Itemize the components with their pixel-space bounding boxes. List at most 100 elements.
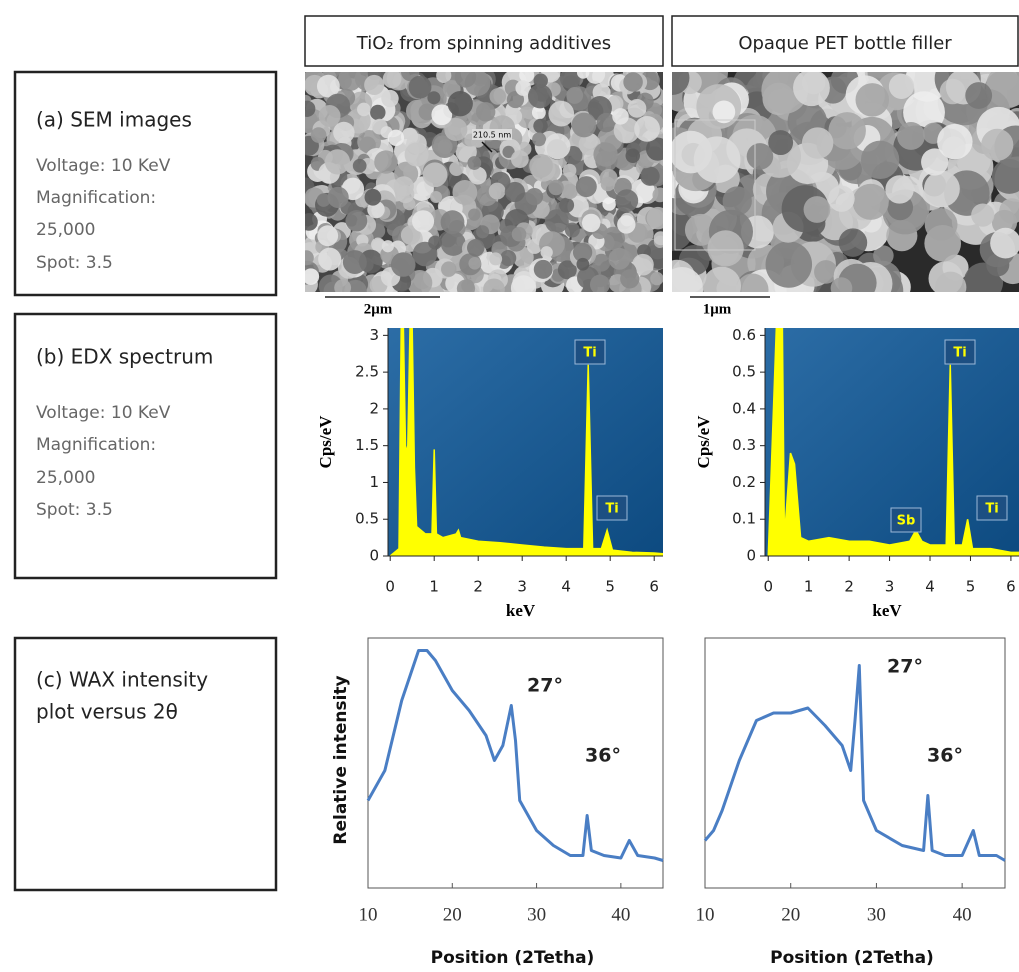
panel-box	[13, 70, 278, 297]
grain	[855, 83, 890, 117]
grain	[333, 121, 355, 144]
grain	[502, 145, 515, 159]
x-tick-label: 3	[517, 578, 527, 596]
panel-detail: Voltage: 10 KeV	[36, 156, 171, 176]
grain	[364, 188, 382, 206]
panel-detail: 25,000	[36, 220, 95, 240]
grain	[814, 260, 838, 284]
grain	[510, 150, 529, 169]
x-tick-label: 20	[781, 904, 800, 925]
grain	[327, 186, 349, 209]
x-tick-label: 6	[1006, 578, 1016, 596]
grain	[305, 213, 318, 231]
grain	[722, 186, 752, 216]
grain	[515, 80, 531, 96]
peak-label-box	[944, 339, 976, 365]
grain	[562, 183, 578, 200]
grain	[593, 142, 618, 167]
panel-title: (a) SEM images	[36, 108, 192, 132]
panel-title: (b) EDX spectrum	[36, 345, 213, 369]
y-tick-label: 3	[369, 326, 379, 344]
intensity-line	[366, 649, 664, 862]
grain	[564, 222, 580, 238]
grain	[921, 148, 949, 176]
x-tick-label: 40	[953, 904, 972, 925]
y-tick-label: 0.3	[732, 436, 756, 454]
grain	[965, 82, 993, 109]
y-tick-label: 0.2	[732, 473, 756, 491]
panel-detail: Magnification:	[36, 188, 156, 208]
grain	[571, 112, 597, 138]
grain	[427, 91, 441, 105]
peak-label-box	[596, 495, 628, 521]
grain	[801, 127, 834, 159]
grain	[374, 150, 398, 174]
y-tick-label: 2.5	[355, 363, 379, 381]
x-tick-label: 10	[359, 904, 378, 925]
grain	[422, 162, 448, 188]
grain	[562, 163, 577, 178]
grain	[440, 210, 465, 235]
grain	[418, 103, 436, 121]
grain	[324, 149, 351, 175]
plot-frame	[367, 637, 664, 889]
grain	[468, 166, 487, 185]
spectrum-line	[767, 328, 1019, 556]
y-axis-label: Cps/eV	[694, 415, 713, 469]
x-tick-label: 4	[561, 578, 571, 596]
grain	[672, 72, 690, 95]
grain	[352, 158, 367, 173]
grain	[765, 241, 813, 288]
grain	[456, 279, 476, 292]
panel-detail: Spot: 3.5	[36, 500, 113, 520]
y-tick-label: 2	[369, 399, 379, 417]
grain	[971, 203, 995, 227]
grain	[736, 273, 769, 292]
grain	[585, 72, 606, 84]
grain	[511, 226, 527, 242]
grain	[428, 235, 443, 250]
panel-detail: 25,000	[36, 468, 95, 488]
grain	[625, 148, 641, 164]
grain	[318, 105, 341, 127]
x-tick-label: 0	[763, 578, 773, 596]
grain	[589, 274, 610, 292]
grain	[345, 210, 368, 232]
grain	[476, 225, 490, 239]
y-tick-label: 1.5	[355, 436, 379, 454]
peak-label: Ti	[605, 502, 618, 517]
annotation-pointer	[481, 141, 493, 153]
grain	[431, 104, 453, 126]
grain	[702, 266, 742, 292]
grain	[575, 176, 597, 198]
grain	[342, 250, 367, 275]
grain	[532, 132, 547, 147]
plot-frame	[704, 637, 1006, 889]
grain	[581, 213, 601, 233]
y-axis-label: Relative intensity	[331, 675, 351, 844]
grain	[576, 72, 590, 79]
grain	[981, 128, 1014, 161]
grain	[672, 267, 704, 292]
grain	[393, 176, 414, 197]
panel-detail: Magnification:	[36, 435, 156, 455]
peak-label: Ti	[953, 346, 966, 361]
grain	[852, 183, 889, 220]
grain	[548, 100, 575, 127]
grain	[468, 256, 482, 270]
grain	[489, 88, 507, 105]
y-tick-label: 0.5	[732, 363, 756, 381]
panel-detail: Voltage: 10 KeV	[36, 403, 171, 423]
x-tick-label: 4	[925, 578, 935, 596]
grain	[559, 72, 581, 89]
grain	[620, 269, 640, 289]
grain	[592, 253, 611, 272]
grain	[937, 123, 973, 160]
y-tick-label: 0.5	[355, 510, 379, 528]
grain	[572, 242, 593, 263]
panel-title: (c) WAX intensity	[36, 668, 208, 692]
grain	[390, 252, 416, 277]
x-tick-label: 30	[867, 904, 886, 925]
plot-background	[388, 328, 663, 556]
